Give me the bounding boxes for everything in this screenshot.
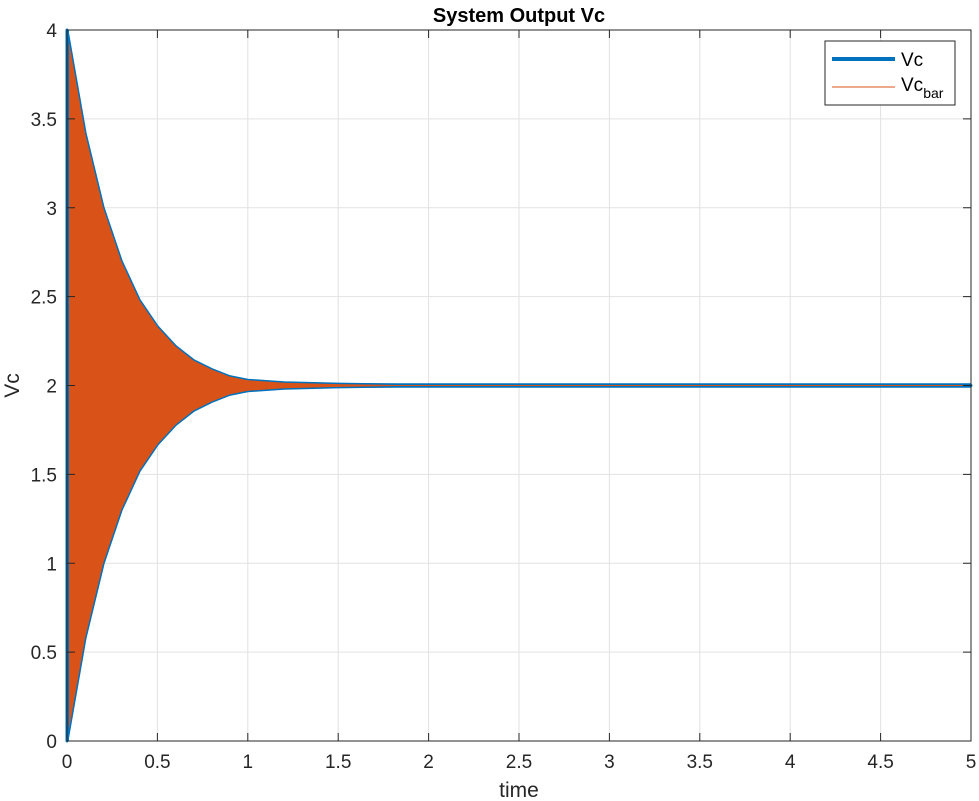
axis-ticks: 0 0.5 1 1.5 2 2.5 3 3.5 4 4.5 5 0 0.5 1 1.5 2 2.5 3 3.5 4 [31, 21, 977, 773]
y-tick-label-8: 4 [46, 21, 57, 42]
x-tick-label-10: 5 [966, 752, 977, 773]
series-vc-bar-band [67, 30, 971, 741]
x-tick-label-5: 2.5 [506, 752, 532, 773]
legend-label-vc-bar: Vcbar [901, 75, 944, 101]
x-tick-label-2: 1 [243, 752, 254, 773]
legend-label-vc-bar-subscript: bar [923, 85, 944, 101]
chart-title: System Output Vc [433, 5, 605, 27]
y-tick-label-7: 3.5 [31, 110, 57, 131]
y-tick-label-3: 1.5 [31, 465, 57, 486]
y-tick-label-1: 0.5 [31, 643, 57, 664]
x-tick-label-0: 0 [62, 752, 73, 773]
y-tick-label-2: 1 [46, 554, 57, 575]
y-axis-label: Vc [1, 373, 24, 398]
y-tick-label-0: 0 [46, 732, 57, 753]
x-tick-label-3: 1.5 [325, 752, 351, 773]
y-tick-label-5: 2.5 [31, 288, 57, 309]
y-tick-label-6: 3 [46, 199, 57, 220]
legend-label-vc: Vc [901, 50, 923, 71]
x-tick-label-8: 4 [785, 752, 796, 773]
legend-box [824, 40, 956, 106]
x-tick-label-4: 2 [423, 752, 434, 773]
x-tick-label-1: 0.5 [144, 752, 170, 773]
y-tick-label-4: 2 [46, 377, 57, 398]
x-tick-label-9: 4.5 [867, 752, 893, 773]
legend-label-vc-bar-base: Vc [901, 75, 923, 96]
x-axis-label: time [499, 779, 539, 801]
legend-label-vc-base: Vc [901, 50, 923, 71]
x-tick-label-7: 3.5 [687, 752, 713, 773]
legend: Vc Vcbar [824, 40, 956, 106]
x-tick-label-6: 3 [604, 752, 615, 773]
